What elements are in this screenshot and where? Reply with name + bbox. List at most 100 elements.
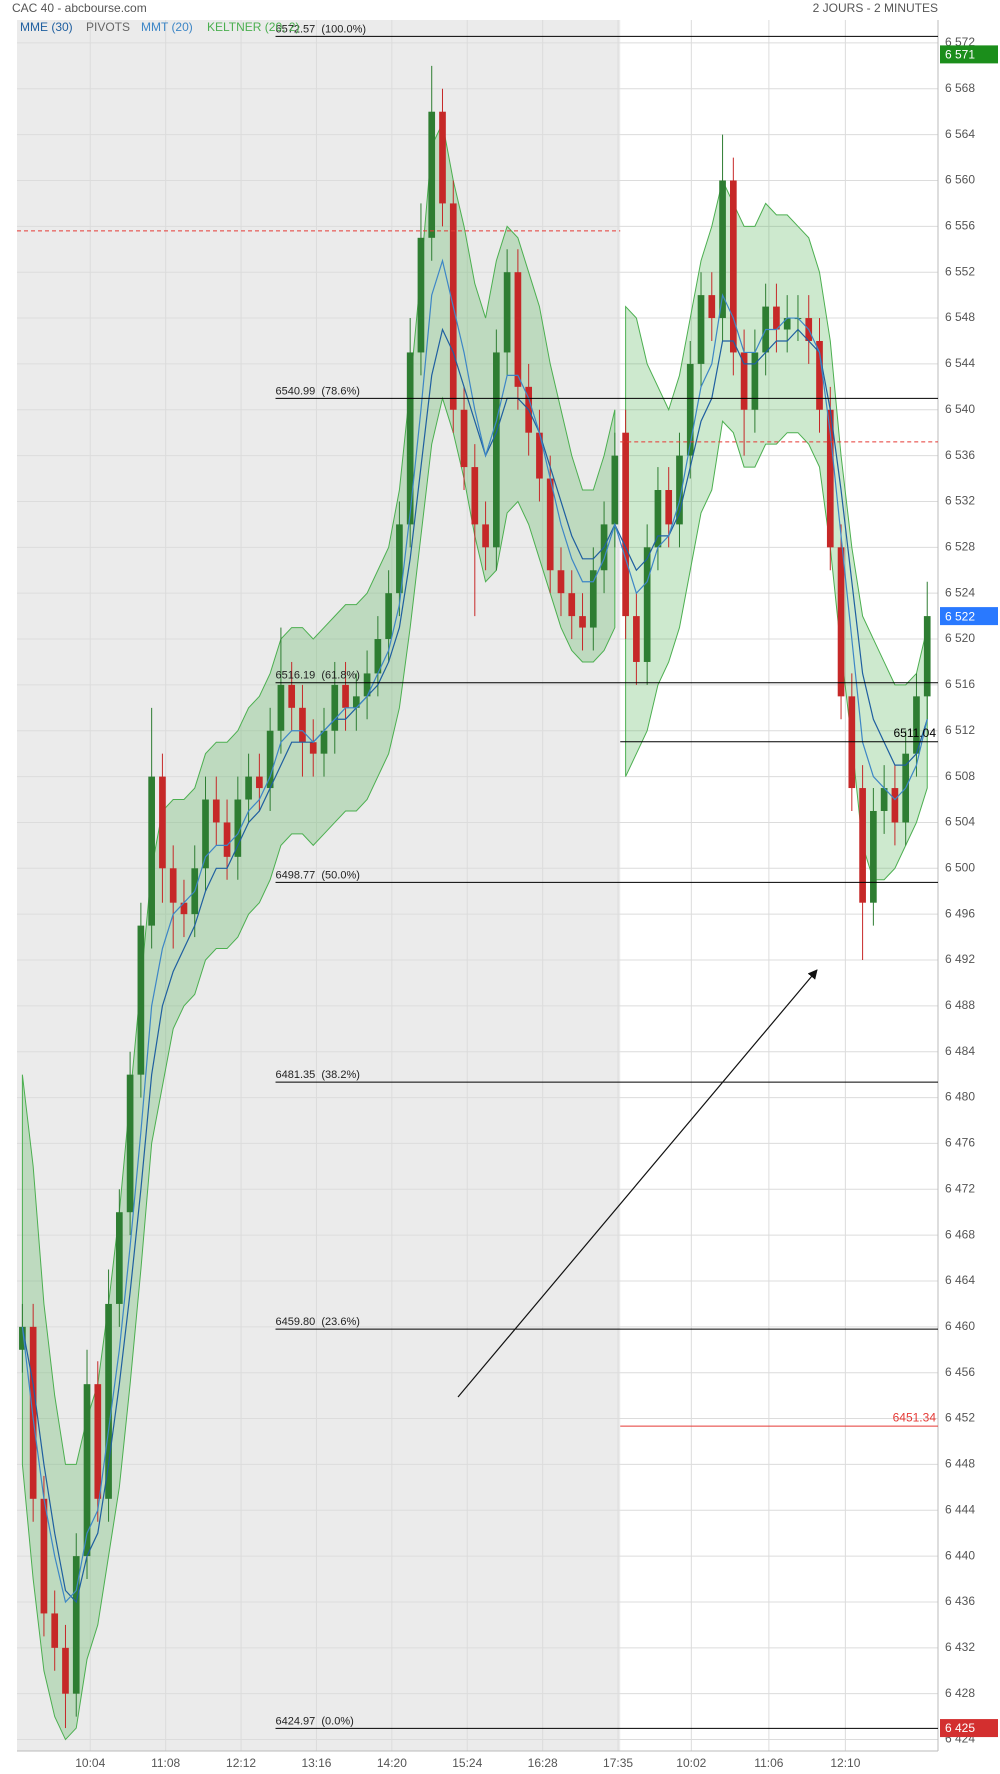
y-tick-label: 6 548 xyxy=(945,310,975,324)
candle-body xyxy=(83,1384,91,1557)
fibonacci-label: 6572.57 (100.0%) xyxy=(276,23,367,35)
candle-body xyxy=(331,684,339,731)
candle-body xyxy=(751,352,759,410)
y-tick-label: 6 500 xyxy=(945,860,975,874)
fibonacci-label: 6424.97 (0.0%) xyxy=(276,1715,354,1727)
candle-body xyxy=(245,776,252,800)
y-tick-label: 6 516 xyxy=(945,677,975,691)
candle-body xyxy=(40,1498,48,1614)
moving-average xyxy=(21,258,928,1604)
candle-body xyxy=(396,524,403,594)
candle-body xyxy=(137,925,145,1075)
y-tick-label: 6 520 xyxy=(945,631,975,645)
candle-body xyxy=(234,799,242,857)
price-line-label: 6451.34 xyxy=(893,1410,937,1424)
candle-body xyxy=(719,180,726,319)
candle-body xyxy=(406,352,414,525)
y-tick-label: 6 440 xyxy=(945,1548,975,1562)
y-tick-label: 6 448 xyxy=(945,1457,975,1471)
candle-body xyxy=(309,742,317,754)
x-tick-label: 10:04 xyxy=(75,1756,105,1770)
candle-body xyxy=(202,799,209,869)
x-tick-label: 11:06 xyxy=(754,1756,783,1770)
y-tick-label: 6 452 xyxy=(945,1411,975,1425)
candle-body xyxy=(417,237,425,353)
legend-entry[interactable]: PIVOTS xyxy=(86,20,130,34)
legend-entry[interactable]: MME (30) xyxy=(20,20,73,34)
candle-body xyxy=(870,810,877,903)
candle-body xyxy=(51,1613,59,1648)
y-tick-label: 6 536 xyxy=(945,448,975,462)
candle-body xyxy=(546,478,554,571)
candle-body xyxy=(686,363,694,456)
candle-body xyxy=(589,570,597,628)
candle-body xyxy=(665,490,673,525)
candle-body xyxy=(299,707,306,743)
candle-body xyxy=(266,730,274,789)
candle-body xyxy=(579,616,586,628)
candle-body xyxy=(536,432,543,479)
candle-body xyxy=(859,788,866,903)
candle-body xyxy=(783,318,791,330)
candle-body xyxy=(880,788,888,811)
candle-body xyxy=(826,409,834,548)
fibonacci-label: 6540.99 (78.6%) xyxy=(276,385,360,397)
y-tick-label: 6 476 xyxy=(945,1136,975,1150)
candle-body xyxy=(913,696,920,754)
y-tick-label: 6 484 xyxy=(945,1044,975,1058)
candle-body xyxy=(342,684,349,708)
y-tick-label: 6 432 xyxy=(945,1640,975,1654)
candle-body xyxy=(439,111,446,204)
legend-entry[interactable]: KELTNER (20, 2) xyxy=(207,20,299,34)
y-tick-label: 6 564 xyxy=(945,127,975,141)
price-badge-label: 6 425 xyxy=(945,1721,975,1735)
candle-body xyxy=(126,1074,134,1213)
chart-subtitle: 2 JOURS - 2 MINUTES xyxy=(813,1,938,15)
y-tick-label: 6 436 xyxy=(945,1594,975,1608)
candle-body xyxy=(94,1384,102,1499)
price-badge-label: 6 522 xyxy=(945,609,975,623)
candle-body xyxy=(180,902,188,915)
legend-entry[interactable]: MMT (20) xyxy=(141,20,193,34)
fibonacci-label: 6516.19 (61.8%) xyxy=(276,670,360,682)
candle-body xyxy=(891,788,899,823)
y-tick-label: 6 496 xyxy=(945,906,975,920)
y-tick-label: 6 492 xyxy=(945,952,975,966)
y-tick-label: 6 528 xyxy=(945,539,975,553)
candle-body xyxy=(503,272,511,353)
y-tick-label: 6 444 xyxy=(945,1502,975,1516)
candle-body xyxy=(159,776,166,869)
x-tick-label: 10:02 xyxy=(676,1756,706,1770)
candle-body xyxy=(471,467,479,525)
x-tick-label: 12:12 xyxy=(226,1756,256,1770)
x-tick-label: 15:24 xyxy=(452,1756,482,1770)
price-badge-label: 6 571 xyxy=(945,48,975,62)
candle-body xyxy=(708,295,716,319)
y-tick-label: 6 544 xyxy=(945,356,975,370)
y-tick-label: 6 504 xyxy=(945,815,975,829)
y-tick-label: 6 512 xyxy=(945,723,975,737)
x-tick-label: 17:35 xyxy=(603,1756,633,1770)
y-tick-label: 6 460 xyxy=(945,1319,975,1333)
y-tick-label: 6 560 xyxy=(945,173,975,187)
candle-body xyxy=(62,1647,69,1694)
candle-body xyxy=(277,684,285,731)
annotation-arrow xyxy=(457,969,818,1398)
candle-body xyxy=(115,1212,123,1304)
candle-body xyxy=(643,547,651,662)
y-tick-label: 6 556 xyxy=(945,219,975,233)
candle-body xyxy=(557,570,565,594)
candle-body xyxy=(363,673,371,697)
price-badge xyxy=(940,607,998,626)
moving-average xyxy=(21,327,928,1604)
candle-body xyxy=(654,490,662,548)
candle-body xyxy=(256,776,263,789)
x-tick-label: 11:08 xyxy=(151,1756,180,1770)
candle-body xyxy=(288,684,296,708)
candle-body xyxy=(633,616,640,662)
candle-body xyxy=(105,1303,112,1499)
candle-body xyxy=(72,1556,80,1694)
y-tick-label: 6 524 xyxy=(945,585,975,599)
price-badge xyxy=(940,1719,998,1738)
y-tick-label: 6 540 xyxy=(945,402,975,416)
